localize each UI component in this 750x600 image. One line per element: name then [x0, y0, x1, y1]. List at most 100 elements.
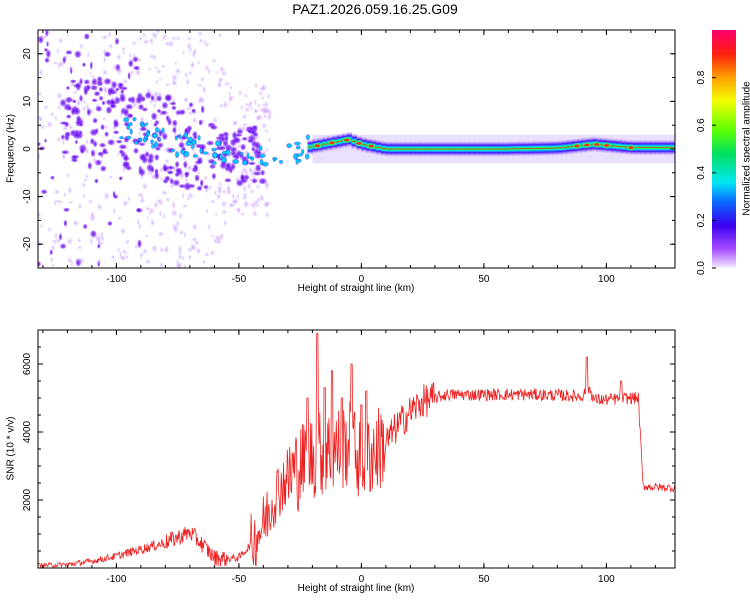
spectrogram-speckle: [159, 260, 164, 268]
spectrogram-hotspot: [187, 136, 194, 143]
spectrogram-speckle: [189, 242, 197, 251]
colorbar-tick-label: 0.0: [696, 261, 707, 275]
spectrogram-ridge-blob: [138, 126, 148, 132]
spectrogram-hotspot: [259, 158, 264, 166]
spectrogram-speckle: [212, 237, 219, 245]
spectrogram-speckle: [207, 222, 212, 232]
spectrogram-band-segment: [390, 141, 397, 157]
spectrogram-ridge-blob: [167, 117, 172, 127]
spectrogram-hotspot: [132, 116, 137, 122]
spectrogram-band-segment: [376, 140, 382, 156]
spectrogram-speckle: [119, 226, 127, 236]
spectrogram-speckle: [56, 47, 60, 56]
spectrogram-speckle: [227, 95, 234, 104]
spectrogram-speckle: [144, 233, 150, 239]
spectrogram-speckle: [181, 204, 189, 209]
spectrogram-speckle: [86, 50, 90, 59]
spectrogram-speckle: [138, 198, 146, 204]
spectrogram-ridge-blob: [171, 126, 177, 134]
spectrogram-ridge-blob: [60, 149, 70, 155]
spectrogram-ridge-blob: [59, 98, 67, 108]
spectrogram-ridge-blob: [260, 169, 266, 176]
spectrogram-ridge-blob: [177, 141, 186, 149]
spectrogram-ridge-blob: [252, 131, 259, 138]
spectrogram-speckle: [216, 70, 220, 75]
spectrogram-ridge-blob: [107, 86, 116, 95]
spectrogram-hotspot: [239, 151, 244, 156]
spectrogram-ridge-blob: [101, 147, 108, 154]
spectrogram-ridge-blob: [235, 179, 244, 187]
spectrogram-speckle: [262, 200, 269, 209]
spectrogram-ridge-blob: [209, 124, 218, 131]
spectrogram-speckle: [218, 103, 225, 109]
spectrogram-speckle: [77, 256, 86, 265]
spectrogram-speckle: [118, 176, 124, 181]
spectrogram-speckle: [49, 255, 54, 263]
spectrogram-ridge-blob: [146, 156, 155, 165]
spectrogram-speckle: [183, 71, 189, 79]
spectrogram-ridge-blob: [91, 77, 98, 86]
spectrogram-hotspot: [183, 131, 189, 139]
spectrogram-speckle: [89, 210, 96, 220]
spectrogram-hotspot: [272, 156, 277, 162]
spectrogram-ridge-blob: [188, 101, 194, 108]
spectrogram-speckle: [236, 143, 241, 150]
spectrogram-speckle: [84, 172, 89, 180]
spectrogram-speckle: [130, 40, 138, 46]
spectrogram-speckle: [46, 226, 53, 233]
spectrogram-ridge-blob: [156, 95, 163, 102]
spectrogram-hotspot: [286, 143, 293, 149]
spectrogram-speckle: [115, 66, 124, 76]
spectrogram-hotspot: [232, 158, 240, 165]
spectrogram-speckle: [38, 91, 43, 97]
spectrogram-speckle: [144, 258, 152, 266]
chart-title: PAZ1.2026.059.16.25.G09: [292, 1, 458, 17]
spectrogram-ridge-blob: [217, 132, 225, 139]
spectrogram-x-tick-label: -50: [232, 274, 247, 285]
spectrogram-ridge-blob: [222, 139, 229, 148]
spectrogram-speckle: [170, 72, 179, 83]
spectrogram-speckle: [53, 188, 61, 196]
spectrogram-ridge-blob: [247, 161, 257, 166]
spectrogram-ridge-blob: [183, 181, 192, 191]
spectrogram-speckle: [44, 138, 47, 143]
spectrogram-speckle: [39, 223, 44, 229]
spectrogram-speckle: [266, 113, 273, 122]
spectrogram-hotspot: [175, 151, 180, 159]
spectrogram-band-segment: [621, 139, 627, 155]
spectrogram-speckle: [116, 215, 123, 221]
spectrogram-ridge-blob: [78, 122, 84, 127]
spectrogram-ridge-blob: [138, 167, 146, 177]
snr-x-tick-label: -50: [232, 574, 247, 585]
spectrogram-band-segment: [336, 133, 343, 149]
spectrogram-hotspot: [225, 149, 231, 156]
spectrogram-speckle: [74, 139, 79, 145]
snr-x-tick-label: 0: [359, 574, 365, 585]
spectrogram-ridge-blob: [258, 177, 268, 185]
spectrogram-speckle: [256, 103, 262, 108]
spectrogram-speckle: [251, 210, 259, 218]
spectrogram-band-segment: [660, 140, 666, 156]
spectrogram-speckle: [182, 262, 187, 268]
spectrogram-speckle: [160, 189, 168, 197]
spectrogram-speckle: [243, 93, 249, 99]
spectrogram-speckle: [188, 69, 193, 77]
colorbar-tick-label: 0.4: [696, 165, 707, 179]
spectrogram-speckle: [102, 55, 107, 65]
spectrogram-ridge-blob: [161, 101, 169, 110]
spectrogram-hotspot: [278, 159, 284, 164]
spectrogram-band-segment: [444, 141, 451, 157]
spectrogram-ridge-blob: [89, 128, 99, 137]
spectrogram-band-peak: [594, 143, 600, 146]
spectrogram-hotspot: [119, 136, 124, 140]
spectrogram-band-segment: [479, 141, 485, 157]
spectrogram-speckle: [161, 32, 168, 42]
spectrogram-ridge-blob: [205, 140, 215, 146]
spectrogram-speckle: [38, 261, 42, 267]
spectrogram-ridge-blob: [137, 103, 145, 111]
spectrogram-speckle: [114, 37, 120, 46]
spectrogram-speckle: [110, 254, 117, 261]
spectrogram-ridge-blob: [98, 86, 104, 93]
spectrogram-ridge-blob: [78, 77, 84, 86]
spectrogram-speckle: [124, 238, 131, 246]
